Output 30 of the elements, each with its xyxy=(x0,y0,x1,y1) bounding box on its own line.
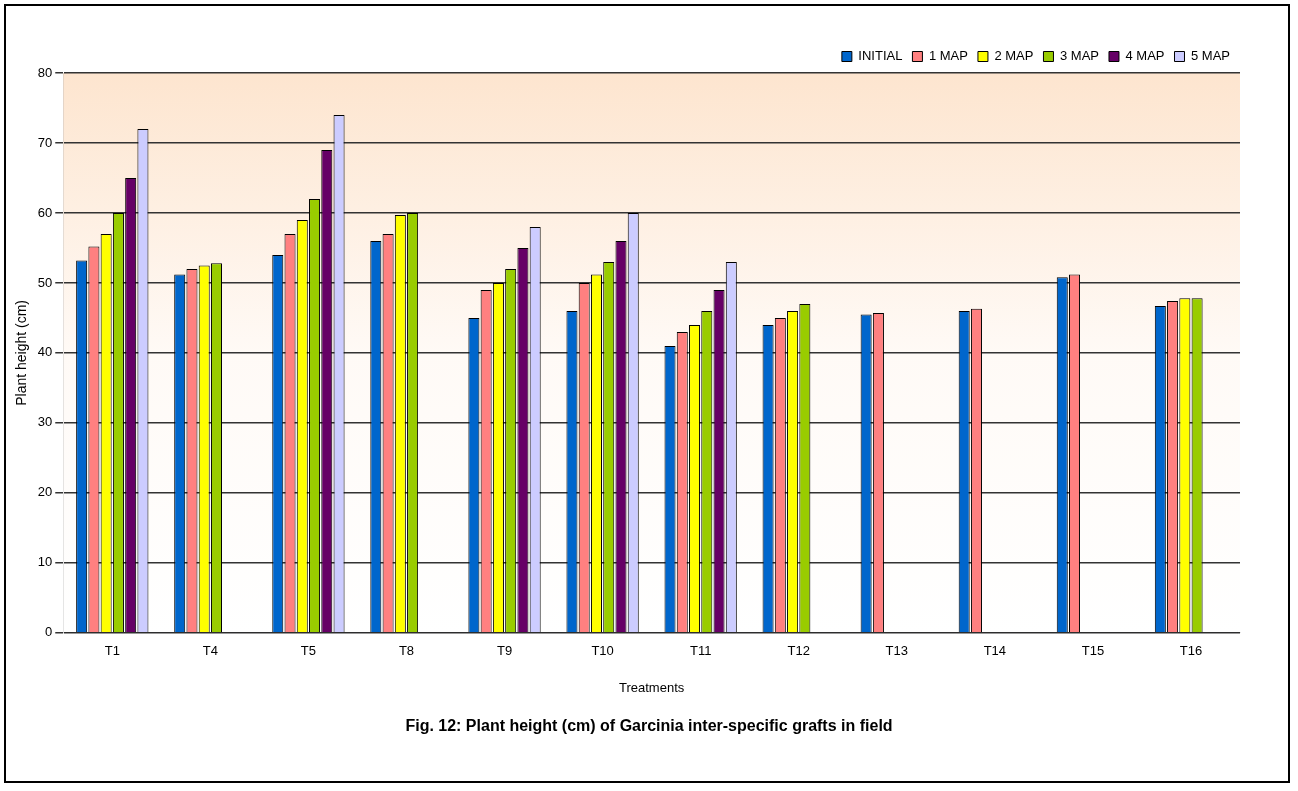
legend-label: 3 MAP xyxy=(1059,48,1099,64)
x-tick-label: T15 xyxy=(1081,643,1105,659)
legend-label: 1 MAP xyxy=(928,48,968,64)
x-tick-label: T10 xyxy=(591,643,614,659)
y-tick-label: 70 xyxy=(37,134,53,150)
x-tick-label: T4 xyxy=(202,643,218,659)
y-tick-label: 30 xyxy=(37,414,53,430)
y-tick-label: 40 xyxy=(37,344,53,360)
y-tick-label: 20 xyxy=(37,484,53,500)
legend-label: INITIAL xyxy=(858,48,903,64)
y-tick-label: 0 xyxy=(45,624,53,640)
legend-label: 2 MAP xyxy=(994,48,1034,64)
x-tick-label: T13 xyxy=(885,643,908,659)
x-tick-label: T12 xyxy=(787,643,810,659)
x-tick-label: T16 xyxy=(1179,643,1203,659)
x-tick-label: T1 xyxy=(104,643,120,659)
text: Fig. 12: Plant height (cm) of Garcinia inter-specific grafts in field xyxy=(404,717,894,735)
y-tick-label: 60 xyxy=(37,204,53,220)
y-tick-label: 80 xyxy=(37,64,53,80)
x-axis-title: Treatments xyxy=(619,679,685,695)
x-tick-label: T11 xyxy=(689,643,712,659)
legend-label: 4 MAP xyxy=(1125,48,1165,64)
x-tick-label: T9 xyxy=(496,643,513,659)
y-tick-label: 10 xyxy=(37,554,53,570)
y-tick-label: 50 xyxy=(37,274,53,290)
x-tick-label: T8 xyxy=(398,643,415,659)
x-tick-label: T14 xyxy=(983,643,1007,659)
legend-label: 5 MAP xyxy=(1190,48,1230,64)
y-axis-title: Plant height (cm) xyxy=(13,299,30,406)
x-tick-label: T5 xyxy=(300,643,316,659)
